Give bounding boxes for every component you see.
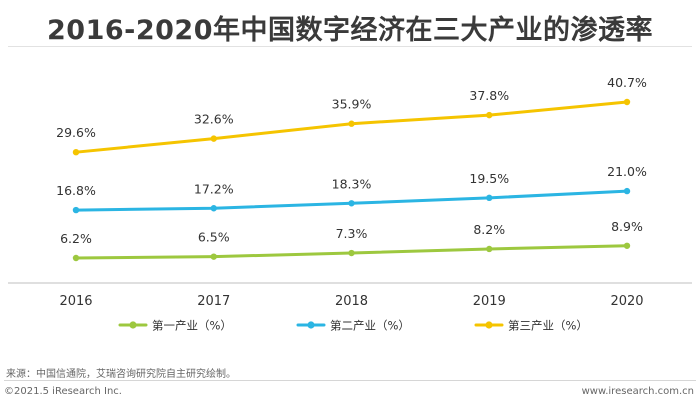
data-label: 8.9% bbox=[611, 219, 643, 234]
footer-divider bbox=[4, 380, 696, 381]
legend-label: 第二产业（%） bbox=[330, 319, 410, 333]
x-tick-label: 2020 bbox=[610, 294, 643, 309]
data-point bbox=[623, 242, 631, 249]
title-divider bbox=[8, 46, 692, 47]
data-label: 6.5% bbox=[198, 230, 230, 245]
data-label: 7.3% bbox=[336, 226, 368, 241]
x-tick-label: 2019 bbox=[473, 294, 506, 309]
data-point bbox=[72, 206, 80, 214]
data-label: 16.8% bbox=[56, 183, 96, 198]
source-note: 来源：中国信通院，艾瑞咨询研究院自主研究绘制。 bbox=[6, 369, 236, 380]
data-point bbox=[486, 245, 493, 253]
data-point bbox=[348, 200, 355, 207]
data-point bbox=[623, 187, 631, 195]
data-point bbox=[210, 205, 217, 212]
data-label: 18.3% bbox=[332, 176, 372, 191]
data-label: 40.7% bbox=[607, 75, 647, 90]
data-point bbox=[486, 111, 493, 119]
copyright-text: ©2021.5 iResearch Inc. bbox=[4, 386, 122, 397]
x-tick-label: 2017 bbox=[197, 294, 230, 309]
data-point bbox=[210, 253, 217, 260]
data-point bbox=[623, 98, 631, 106]
chart-title: 2016-2020年中国数字经济在三大产业的渗透率 bbox=[47, 15, 653, 46]
data-point bbox=[348, 120, 355, 127]
data-label: 29.6% bbox=[56, 125, 96, 140]
legend-swatch-marker bbox=[307, 321, 315, 329]
data-label: 17.2% bbox=[194, 181, 234, 196]
legend-label: 第一产业（%） bbox=[152, 319, 232, 333]
legend-label: 第三产业（%） bbox=[508, 319, 588, 333]
data-label: 37.8% bbox=[469, 88, 509, 103]
data-point bbox=[72, 148, 80, 156]
data-point bbox=[348, 249, 355, 257]
data-point bbox=[486, 194, 493, 202]
legend-swatch-marker bbox=[485, 321, 493, 329]
data-label: 21.0% bbox=[607, 164, 647, 179]
data-point bbox=[210, 135, 217, 142]
x-tick-label: 2018 bbox=[335, 294, 368, 309]
data-label: 6.2% bbox=[60, 231, 92, 246]
data-point bbox=[72, 254, 80, 262]
data-label: 8.2% bbox=[473, 222, 505, 237]
data-label: 32.6% bbox=[194, 112, 234, 127]
website-text: www.iresearch.com.cn bbox=[581, 386, 694, 397]
x-tick-label: 2016 bbox=[59, 294, 92, 309]
data-label: 19.5% bbox=[469, 171, 509, 186]
data-label: 35.9% bbox=[332, 97, 372, 112]
legend-swatch-marker bbox=[129, 321, 137, 329]
